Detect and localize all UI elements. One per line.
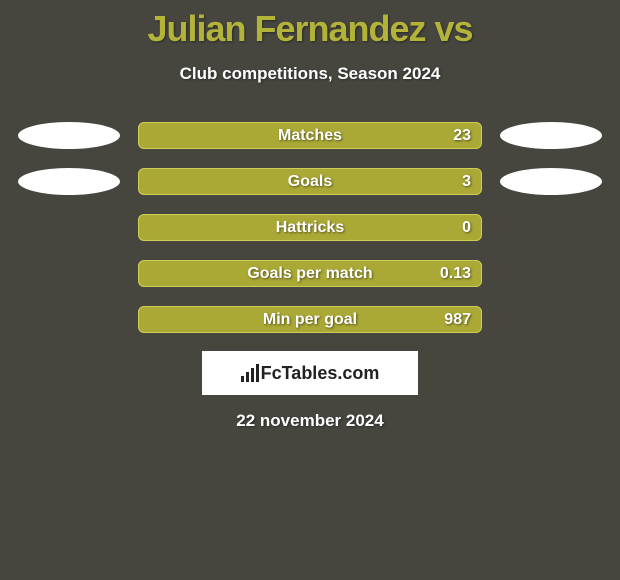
- stat-label: Goals per match: [247, 265, 372, 283]
- stat-value: 0: [462, 219, 471, 237]
- logo: FcTables.com: [241, 363, 380, 384]
- logo-text: FcTables.com: [261, 363, 380, 384]
- stat-value: 23: [453, 127, 471, 145]
- player-ellipse-left: [18, 122, 120, 149]
- stat-bar: Goals 3: [138, 168, 482, 195]
- player-ellipse-right: [500, 168, 602, 195]
- stat-value: 987: [444, 311, 471, 329]
- stat-bar: Goals per match 0.13: [138, 260, 482, 287]
- stat-row: Goals per match 0.13: [0, 260, 620, 287]
- stat-row: Goals 3: [0, 168, 620, 195]
- stat-bar: Hattricks 0: [138, 214, 482, 241]
- stat-value: 3: [462, 173, 471, 191]
- subtitle: Club competitions, Season 2024: [0, 64, 620, 84]
- stat-bar: Matches 23: [138, 122, 482, 149]
- logo-box: FcTables.com: [202, 351, 418, 395]
- stat-label: Hattricks: [276, 219, 344, 237]
- stat-row: Min per goal 987: [0, 306, 620, 333]
- stat-row: Matches 23: [0, 122, 620, 149]
- date-text: 22 november 2024: [0, 411, 620, 431]
- stat-label: Min per goal: [263, 311, 357, 329]
- stat-label: Goals: [288, 173, 332, 191]
- comparison-card: Julian Fernandez vs Club competitions, S…: [0, 0, 620, 580]
- page-title: Julian Fernandez vs: [0, 0, 620, 50]
- stat-bar: Min per goal 987: [138, 306, 482, 333]
- chart-icon: [241, 364, 259, 382]
- stat-row: Hattricks 0: [0, 214, 620, 241]
- player-ellipse-right: [500, 122, 602, 149]
- stat-value: 0.13: [440, 265, 471, 283]
- stats-list: Matches 23 Goals 3 Hattricks 0 Goals per match…: [0, 122, 620, 333]
- stat-label: Matches: [278, 127, 342, 145]
- player-ellipse-left: [18, 168, 120, 195]
